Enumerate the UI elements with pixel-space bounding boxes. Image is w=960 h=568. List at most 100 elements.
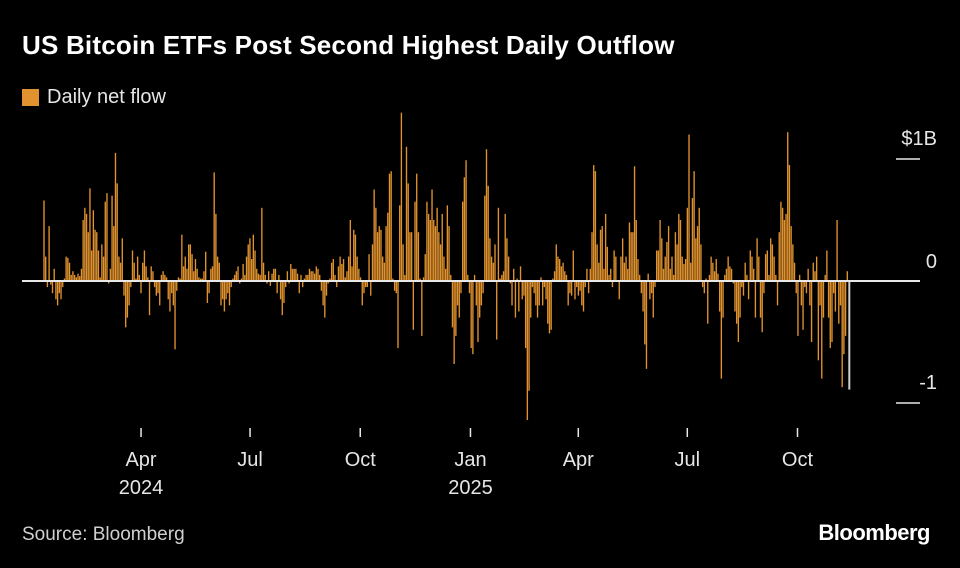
- bar: [303, 278, 306, 281]
- bar: [455, 281, 457, 336]
- y-tick-label: -1: [919, 372, 937, 394]
- bar: [451, 281, 454, 328]
- bar: [416, 173, 418, 281]
- bar: [89, 188, 91, 281]
- bar: [461, 201, 464, 281]
- bar: [291, 268, 294, 281]
- bar: [114, 152, 117, 281]
- bar: [203, 271, 205, 281]
- bar: [509, 281, 512, 284]
- bar: [205, 251, 207, 281]
- bar: [218, 262, 220, 281]
- bar: [586, 268, 588, 281]
- bar: [431, 189, 433, 281]
- bar: [695, 238, 697, 281]
- bar: [834, 281, 837, 312]
- bar: [353, 229, 355, 281]
- bar: [128, 281, 130, 306]
- bar: [99, 277, 101, 281]
- bar: [783, 220, 786, 281]
- bar: [727, 256, 729, 281]
- bar: [62, 281, 64, 288]
- bar: [458, 281, 460, 318]
- bar: [184, 256, 186, 281]
- bar: [521, 281, 523, 300]
- bar: [58, 281, 60, 294]
- bar: [395, 281, 397, 294]
- bar: [780, 201, 782, 281]
- bar: [570, 281, 573, 296]
- bar: [599, 229, 602, 281]
- bar: [623, 262, 626, 281]
- bar: [657, 250, 660, 281]
- bar: [450, 274, 452, 281]
- bar: [79, 276, 81, 281]
- bar: [327, 281, 329, 284]
- bar: [269, 281, 272, 286]
- bar: [131, 250, 134, 281]
- bar: [661, 238, 663, 281]
- bar: [111, 195, 113, 281]
- bar: [53, 268, 55, 281]
- bar: [153, 281, 156, 288]
- bar: [667, 226, 670, 281]
- bar: [506, 238, 508, 281]
- legend-label: Daily net flow: [47, 86, 166, 108]
- bar: [470, 281, 472, 349]
- bar: [747, 281, 750, 300]
- bar: [838, 281, 840, 324]
- bar: [742, 281, 745, 296]
- bar: [562, 262, 564, 281]
- bar: [613, 250, 615, 281]
- bar: [130, 281, 132, 288]
- bar: [584, 281, 586, 288]
- bar: [545, 281, 547, 300]
- bar: [254, 250, 256, 281]
- bar: [288, 281, 290, 284]
- bar: [310, 271, 312, 281]
- bar: [490, 256, 493, 281]
- bar: [460, 281, 462, 294]
- bar: [839, 281, 842, 306]
- bar: [846, 271, 848, 281]
- bar: [567, 281, 569, 306]
- bar: [242, 263, 244, 281]
- x-tick-label: Oct: [345, 449, 377, 471]
- bar: [109, 268, 112, 281]
- bar: [756, 238, 758, 281]
- bar: [359, 277, 362, 281]
- bar: [538, 281, 540, 306]
- bar: [810, 281, 813, 342]
- bar: [317, 268, 319, 281]
- bar: [307, 274, 309, 281]
- bar: [182, 266, 185, 281]
- bar: [628, 222, 631, 281]
- bar: [739, 281, 741, 318]
- bar: [550, 281, 552, 330]
- bar: [296, 273, 299, 281]
- bar: [737, 281, 740, 342]
- bar: [201, 278, 203, 281]
- bar: [766, 250, 768, 281]
- bar: [405, 146, 408, 281]
- bar: [463, 177, 466, 281]
- bar: [284, 281, 287, 288]
- bar: [140, 281, 142, 294]
- bar: [68, 262, 71, 281]
- bar: [148, 281, 151, 316]
- bar: [164, 274, 166, 281]
- bar: [788, 165, 791, 281]
- bar: [419, 278, 421, 281]
- bar: [305, 274, 307, 281]
- bar: [412, 281, 414, 330]
- chart-title: US Bitcoin ETFs Post Second Highest Dail…: [22, 30, 675, 60]
- bar: [523, 281, 525, 296]
- bar: [729, 266, 731, 281]
- bar: [676, 244, 678, 281]
- bar: [147, 277, 149, 281]
- bar: [75, 277, 78, 281]
- bar: [501, 274, 503, 281]
- bar: [97, 250, 100, 281]
- bar: [836, 220, 838, 281]
- bar: [528, 281, 530, 391]
